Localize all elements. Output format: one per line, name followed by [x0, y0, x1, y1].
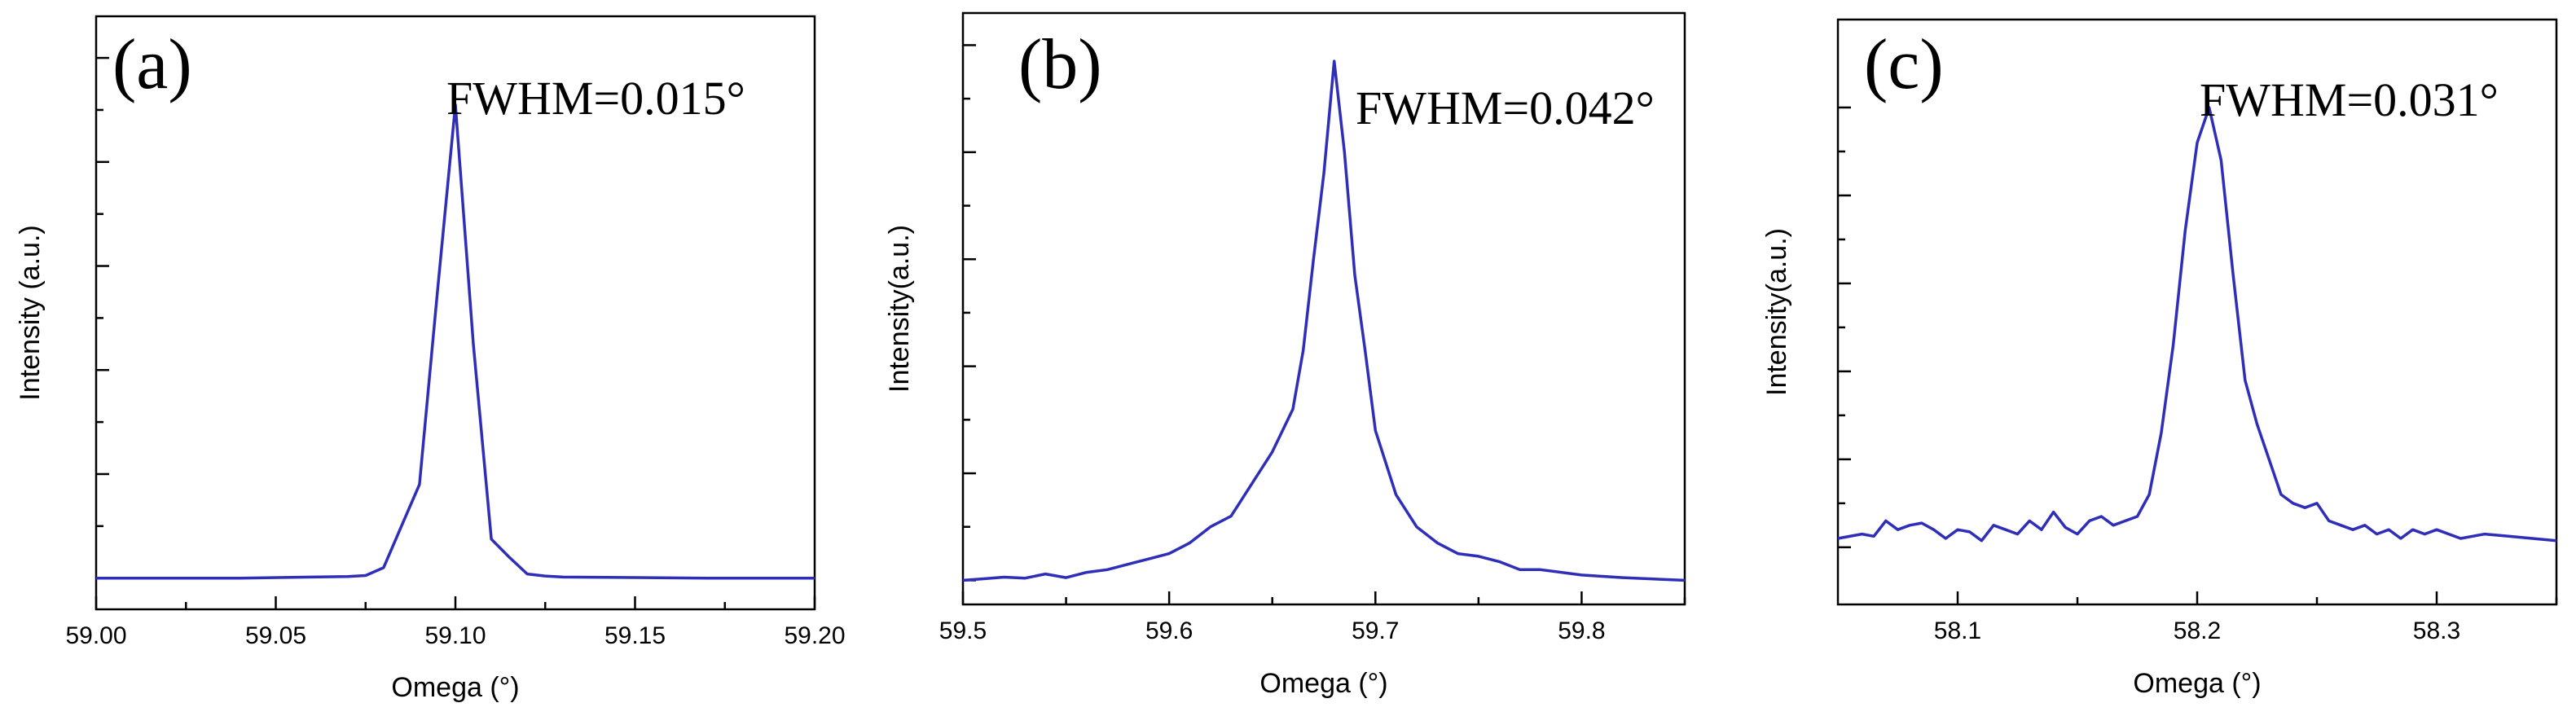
panel-label: (c) — [1864, 25, 1944, 104]
panel-label: (b) — [1018, 25, 1102, 104]
x-tick-label: 58.2 — [2174, 617, 2221, 644]
series-line — [1837, 106, 2557, 543]
fwhm-annotation: FWHM=0.031° — [2200, 73, 2499, 126]
fwhm-annotation: FWHM=0.042° — [1356, 81, 1655, 134]
series-line — [962, 59, 1686, 582]
x-tick-label: 59.7 — [1352, 617, 1399, 644]
chart-panel-c: 58.1 58.2 58.3 Omega (°) Intensity(a.u.) (c) F… — [1761, 18, 2558, 699]
chart-panel-b: 59.5 59.6 59.7 59.8 Omega (°) Intensity(a.u.)… — [884, 11, 1686, 699]
x-tick-label: 59.20 — [784, 622, 845, 649]
x-tick-label: 59.8 — [1558, 617, 1605, 644]
panel-label: (a) — [112, 25, 192, 104]
x-tick-label: 59.5 — [939, 617, 987, 644]
x-tick-label: 59.05 — [245, 622, 306, 649]
x-tick-label: 59.00 — [65, 622, 126, 649]
x-tick-label: 59.6 — [1145, 617, 1193, 644]
series-line — [96, 103, 815, 580]
x-tick-label: 59.15 — [604, 622, 666, 649]
y-axis-label: Intensity(a.u.) — [1761, 228, 1792, 396]
x-tick-label: 59.10 — [424, 622, 486, 649]
chart-panel-a: 59.00 59.05 59.10 59.15 59.20 Omega (°) Intens… — [15, 15, 846, 703]
fwhm-annotation: FWHM=0.015° — [446, 72, 745, 125]
y-axis-label: Intensity(a.u.) — [884, 225, 915, 393]
x-axis-label: Omega (°) — [391, 672, 519, 703]
x-tick-label: 58.1 — [1934, 617, 1981, 644]
x-tick-label: 58.3 — [2413, 617, 2460, 644]
x-axis-label: Omega (°) — [1259, 668, 1387, 699]
plot-frame — [961, 11, 1686, 606]
x-axis-label: Omega (°) — [2133, 668, 2261, 699]
y-axis-label: Intensity (a.u.) — [15, 225, 46, 400]
